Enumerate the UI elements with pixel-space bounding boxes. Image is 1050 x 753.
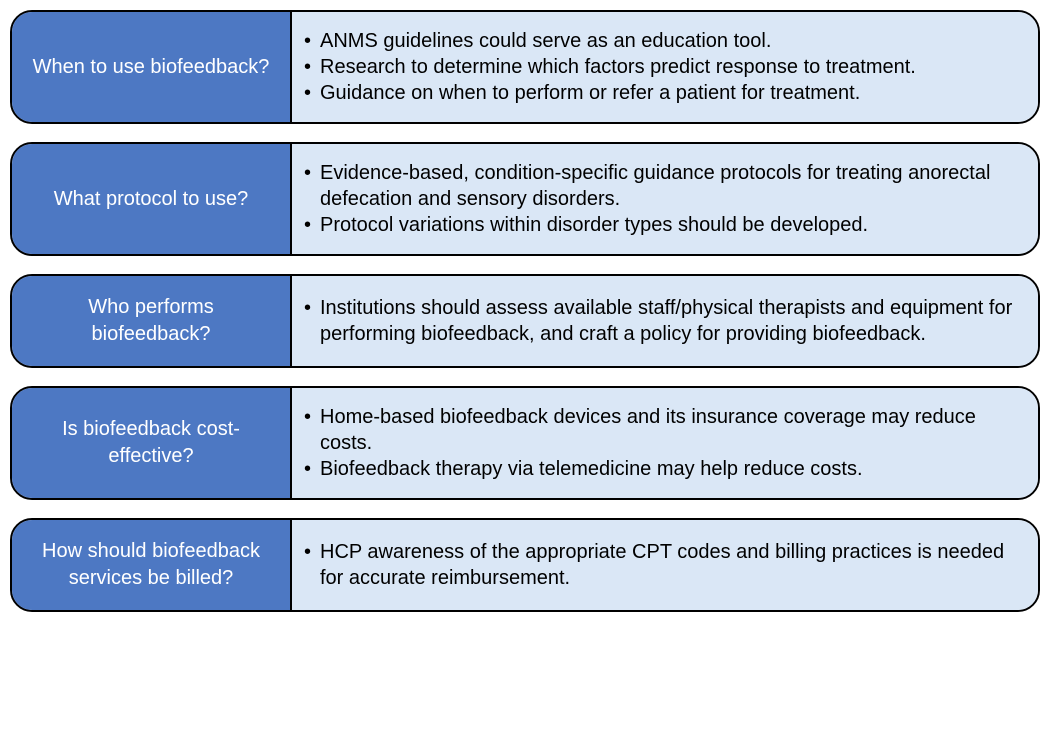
answer-bullet: Guidance on when to perform or refer a p… bbox=[302, 80, 916, 106]
qa-row: Is biofeedback cost-effective?Home-based… bbox=[10, 386, 1040, 500]
answer-list: HCP awareness of the appropriate CPT cod… bbox=[302, 539, 1020, 591]
qa-row: Who performs biofeedback?Institutions sh… bbox=[10, 274, 1040, 368]
question-cell: What protocol to use? bbox=[12, 144, 292, 254]
answer-list: Home-based biofeedback devices and its i… bbox=[302, 404, 1020, 482]
question-cell: Is biofeedback cost-effective? bbox=[12, 388, 292, 498]
answer-cell: HCP awareness of the appropriate CPT cod… bbox=[292, 520, 1038, 610]
question-cell: How should biofeedback services be bille… bbox=[12, 520, 292, 610]
qa-row: How should biofeedback services be bille… bbox=[10, 518, 1040, 612]
answer-bullet: HCP awareness of the appropriate CPT cod… bbox=[302, 539, 1020, 591]
answer-cell: Evidence-based, condition-specific guida… bbox=[292, 144, 1038, 254]
answer-bullet: Institutions should assess available sta… bbox=[302, 295, 1020, 347]
answer-list: Institutions should assess available sta… bbox=[302, 295, 1020, 347]
answer-list: ANMS guidelines could serve as an educat… bbox=[302, 28, 916, 106]
answer-cell: Institutions should assess available sta… bbox=[292, 276, 1038, 366]
answer-bullet: Home-based biofeedback devices and its i… bbox=[302, 404, 1020, 456]
answer-bullet: Research to determine which factors pred… bbox=[302, 54, 916, 80]
answer-bullet: Evidence-based, condition-specific guida… bbox=[302, 160, 1020, 212]
qa-row: What protocol to use?Evidence-based, con… bbox=[10, 142, 1040, 256]
qa-row: When to use biofeedback? ANMS guidelines … bbox=[10, 10, 1040, 124]
answer-cell: ANMS guidelines could serve as an educat… bbox=[292, 12, 1038, 122]
biofeedback-qa-diagram: When to use biofeedback? ANMS guidelines … bbox=[10, 10, 1040, 612]
answer-cell: Home-based biofeedback devices and its i… bbox=[292, 388, 1038, 498]
answer-bullet: ANMS guidelines could serve as an educat… bbox=[302, 28, 916, 54]
question-cell: Who performs biofeedback? bbox=[12, 276, 292, 366]
question-cell: When to use biofeedback? bbox=[12, 12, 292, 122]
answer-bullet: Protocol variations within disorder type… bbox=[302, 212, 1020, 238]
answer-bullet: Biofeedback therapy via telemedicine may… bbox=[302, 456, 1020, 482]
answer-list: Evidence-based, condition-specific guida… bbox=[302, 160, 1020, 238]
